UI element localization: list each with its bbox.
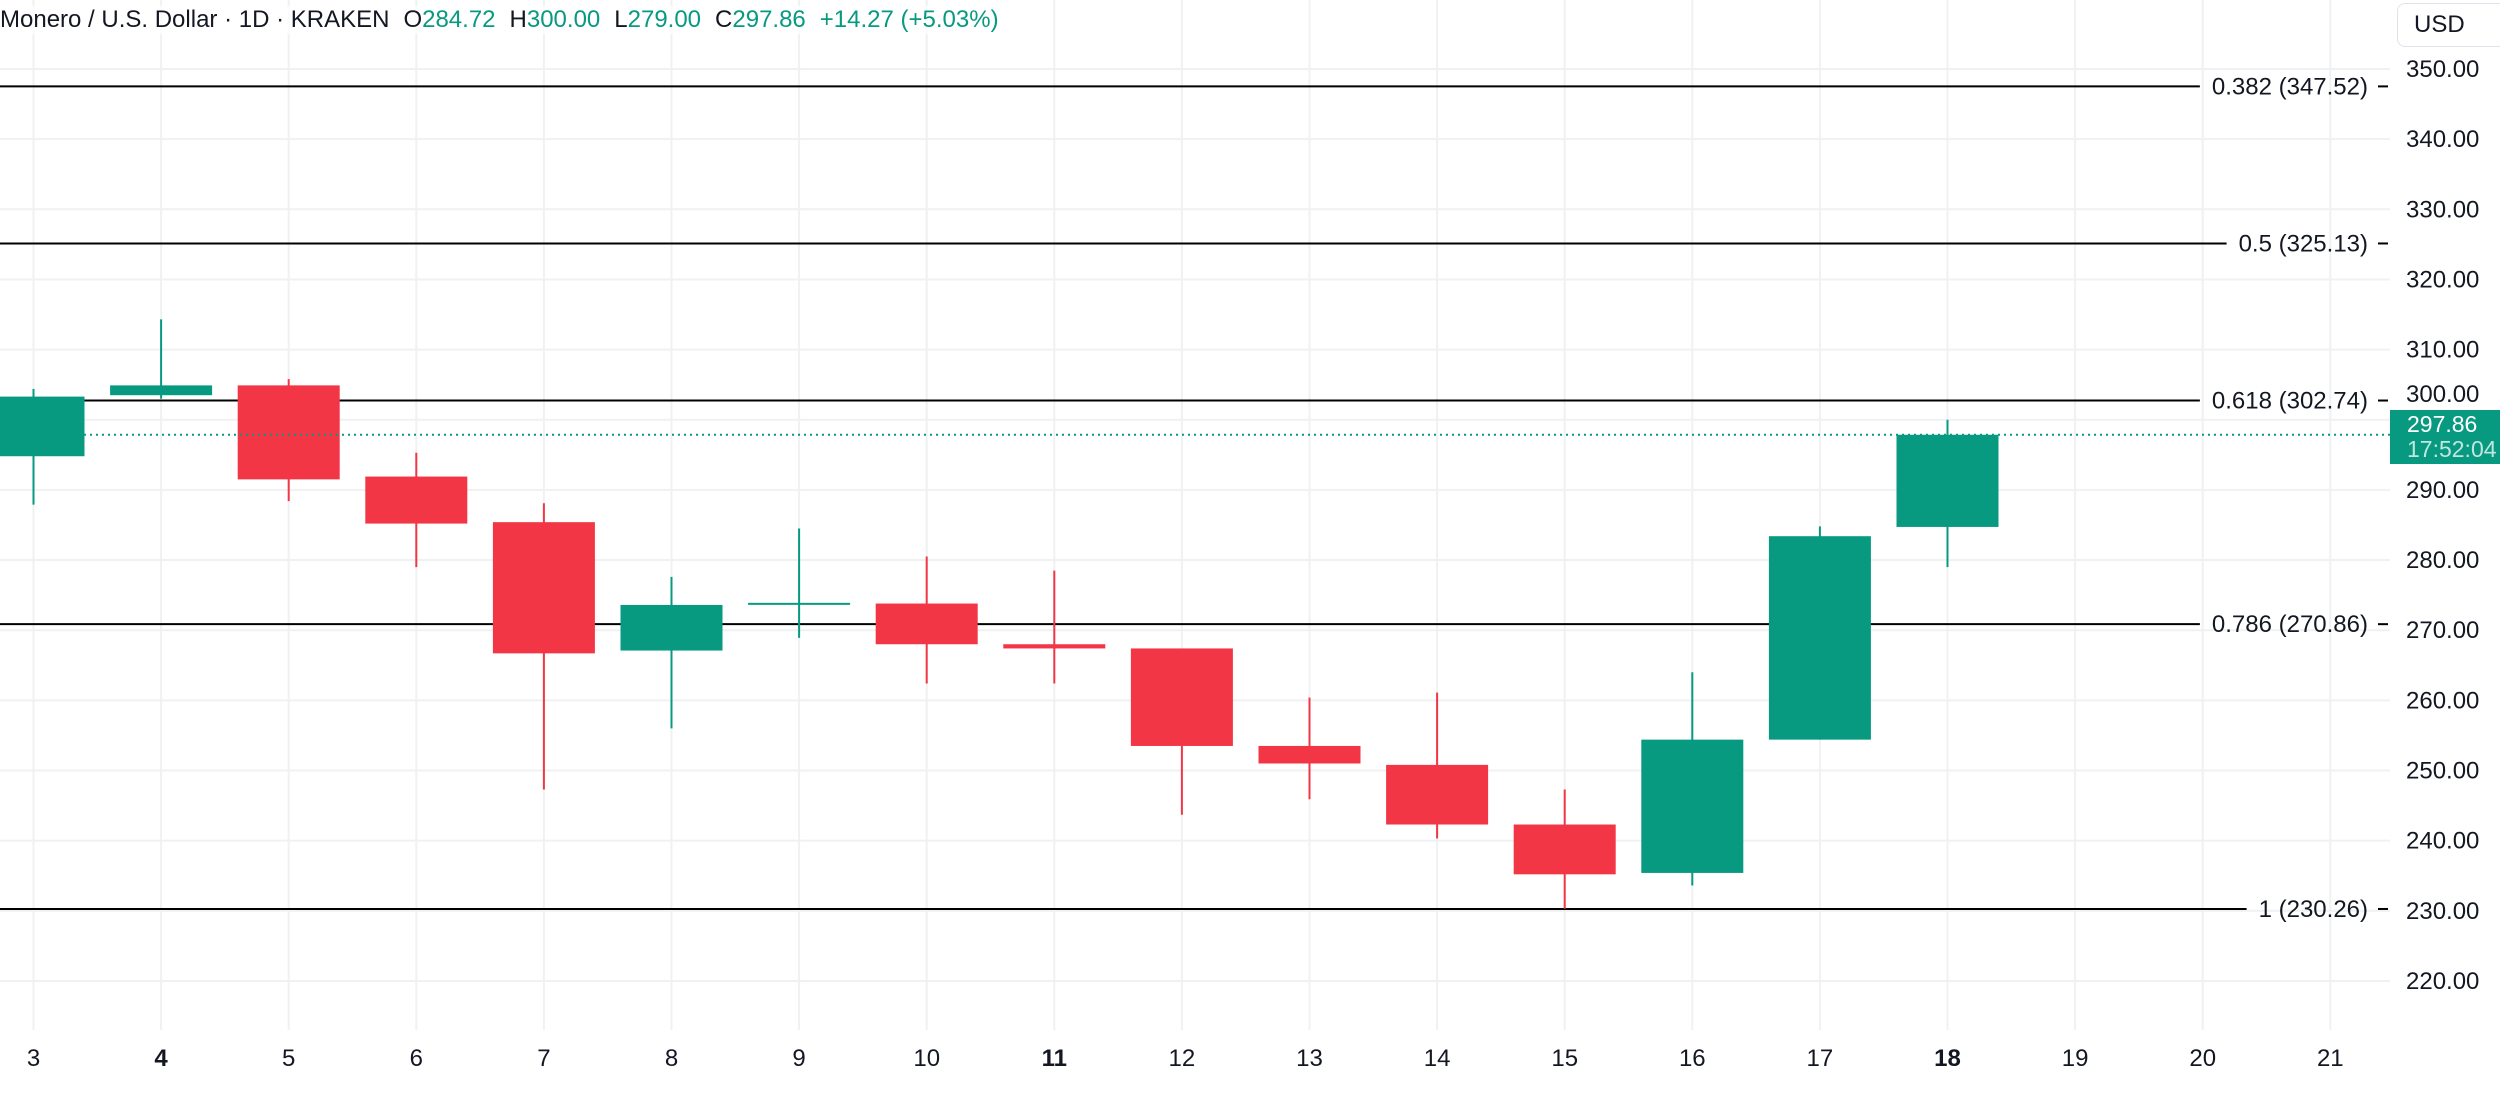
price-axis: 350.00 340.00 330.00 320.00 310.00 300.00 290.… (2406, 56, 2479, 995)
candle-body (748, 602, 851, 605)
candle (1896, 419, 1999, 568)
price-tick-label: 280.00 (2406, 547, 2479, 574)
candle-body (1896, 434, 1999, 527)
candle-body (620, 604, 723, 651)
candle-body (1258, 745, 1361, 764)
candle-body (1003, 644, 1106, 649)
date-tick-label: 15 (1551, 1045, 1578, 1072)
candle (365, 452, 468, 568)
price-tick-label: 270.00 (2406, 617, 2479, 644)
price-tick-label: 350.00 (2406, 56, 2479, 83)
candle (0, 388, 85, 505)
date-tick-label: 20 (2189, 1045, 2216, 1072)
high-label: H (509, 6, 527, 33)
candle (492, 503, 595, 790)
candle (1768, 526, 1871, 740)
date-tick-label: 16 (1679, 1045, 1706, 1072)
candle (1386, 692, 1489, 839)
open-value: 284.72 (422, 6, 496, 33)
date-tick-label: 11 (1042, 1045, 1067, 1072)
close-label: C (715, 6, 733, 33)
candle-body (1513, 824, 1616, 875)
candle (1258, 697, 1361, 800)
candle (1130, 648, 1233, 815)
last-price-value: 297.86 (2407, 411, 2478, 437)
date-tick-label: 6 (410, 1045, 423, 1072)
candle (620, 576, 723, 729)
date-tick-label: 7 (537, 1045, 550, 1072)
candle (110, 319, 213, 399)
price-tick-label: 310.00 (2406, 337, 2479, 364)
fib-level-label: 0.382 (347.52) (2212, 73, 2368, 100)
candle-body (875, 603, 978, 645)
time-axis: 3 4 5 6 7 8 9 10 11 12 13 14 15 16 17 18 19 20 21 (27, 1045, 2344, 1072)
candles (0, 319, 1999, 909)
candle-body (110, 385, 213, 396)
date-tick-label: 18 (1934, 1045, 1961, 1072)
price-tick-label: 320.00 (2406, 266, 2479, 293)
fib-level-label: 0.5 (325.13) (2239, 230, 2368, 257)
price-tick-label: 240.00 (2406, 828, 2479, 855)
date-tick-label: 5 (282, 1045, 295, 1072)
currency-button[interactable]: USD (2397, 3, 2500, 47)
candle (748, 528, 851, 638)
fib-level-label: 0.786 (270.86) (2212, 611, 2368, 638)
candle-body (492, 522, 595, 654)
date-tick-label: 8 (665, 1045, 678, 1072)
fibonacci-retracement: 0.382 (347.52) 0.5 (325.13) 0.618 (302.74)… (0, 73, 2388, 923)
candle-body (1641, 739, 1744, 873)
low-value: 279.00 (627, 6, 702, 33)
high-value: 300.00 (526, 6, 601, 33)
symbol-legend: Monero / U.S. Dollar · 1D · KRAKEN O284.7… (0, 6, 999, 34)
open-label: O (403, 6, 423, 33)
candle (875, 556, 978, 684)
price-tick-label: 230.00 (2406, 898, 2479, 925)
date-tick-label: 9 (792, 1045, 805, 1072)
price-tick-label: 340.00 (2406, 126, 2479, 153)
price-tick-label: 260.00 (2406, 687, 2479, 714)
candle (1513, 789, 1616, 909)
symbol-title[interactable]: Monero / U.S. Dollar · 1D · KRAKEN (0, 6, 390, 33)
candle-body (237, 385, 340, 480)
date-tick-label: 3 (27, 1045, 40, 1072)
price-tick-label: 300.00 (2406, 381, 2479, 408)
candle-body (1130, 648, 1233, 746)
candle-body (365, 476, 468, 524)
fib-level-label: 0.618 (302.74) (2212, 388, 2368, 415)
price-tick-label: 290.00 (2406, 477, 2479, 504)
candle (1003, 570, 1106, 684)
candle-body (1386, 764, 1489, 825)
price-tick-label: 220.00 (2406, 968, 2479, 995)
date-tick-label: 21 (2317, 1045, 2344, 1072)
date-tick-label: 12 (1169, 1045, 1196, 1072)
close-value: 297.86 (732, 6, 806, 33)
candle (237, 379, 340, 502)
change-value: +14.27 (+5.03%) (819, 6, 999, 33)
grid (0, 0, 2390, 1030)
price-tick-label: 250.00 (2406, 758, 2479, 785)
date-tick-label: 13 (1296, 1045, 1323, 1072)
last-price-label: 297.86 17:52:04 (2390, 410, 2500, 464)
date-tick-label: 10 (913, 1045, 940, 1072)
low-label: L (614, 6, 628, 33)
bar-countdown: 17:52:04 (2407, 436, 2497, 462)
candle-body (1768, 536, 1871, 740)
date-tick-label: 17 (1807, 1045, 1834, 1072)
candle-body (0, 396, 85, 457)
fib-level-label: 1 (230.26) (2259, 896, 2368, 923)
date-tick-label: 4 (154, 1045, 168, 1072)
date-tick-label: 19 (2062, 1045, 2089, 1072)
price-tick-label: 330.00 (2406, 196, 2479, 223)
date-tick-label: 14 (1424, 1045, 1451, 1072)
candle (1641, 672, 1744, 886)
